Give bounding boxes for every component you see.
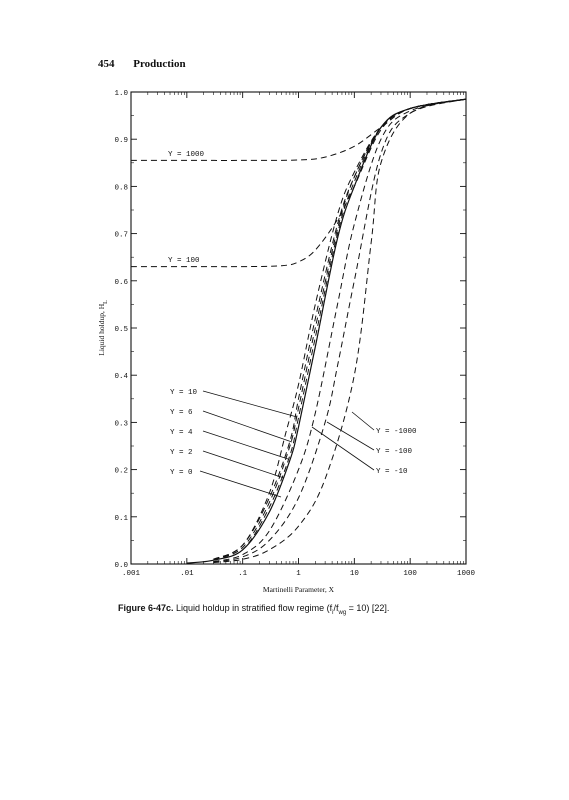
curve-y-1000 (213, 98, 467, 564)
figure-caption: Figure 6-47c. Liquid holdup in stratifie… (118, 603, 390, 616)
curve-y100 (130, 98, 467, 268)
y-tick-label: 0.6 (114, 279, 128, 287)
plot-border (130, 91, 467, 565)
leader-line-y0 (199, 470, 282, 498)
x-tick-label: 10 (350, 570, 360, 578)
curve-label-y4: Y = 4 (170, 429, 193, 437)
y-tick-label: 0.8 (114, 184, 128, 192)
leader-line-y10 (202, 390, 298, 418)
leader-line-y4 (202, 430, 289, 460)
curve-label-y-100: Y = -100 (376, 448, 413, 456)
curve-y2 (213, 98, 467, 560)
curve-label-y6: Y = 6 (170, 409, 193, 417)
curve-y6 (213, 98, 467, 560)
curves (130, 98, 467, 564)
x-axis-title: Martinelli Parameter, X (263, 585, 335, 594)
curve-y1000 (131, 98, 467, 161)
curve-label-y-1000: Y = -1000 (376, 428, 417, 436)
curve-y4 (213, 98, 467, 560)
curve-label-y10: Y = 10 (170, 389, 198, 397)
y-axis-title: Liquid holdup, HL (97, 300, 109, 356)
curve-y10 (213, 98, 467, 560)
leader-line-y-10 (311, 426, 375, 471)
curve-label-y0: Y = 0 (170, 469, 193, 477)
curve-label-y2: Y = 2 (170, 449, 193, 457)
figure-label: Figure 6-47c. (118, 603, 174, 613)
y-tick-label: 0.4 (114, 373, 128, 381)
page-header: 454 Production (98, 58, 186, 70)
plot-frame (130, 91, 467, 565)
running-title: Production (133, 58, 186, 70)
leader-line-y2 (202, 450, 285, 479)
y-tick-label: 0.2 (114, 468, 128, 476)
leader-line-y6 (202, 410, 293, 443)
curve-label-y100: Y = 100 (168, 257, 200, 265)
x-tick-label: .001 (122, 570, 141, 578)
curve-label-y-10: Y = -10 (376, 468, 408, 476)
y-tick-label: 0.7 (114, 232, 128, 240)
y-tick-label: 1.0 (114, 90, 128, 98)
curve-y-10 (213, 98, 467, 563)
x-tick-label: .1 (238, 570, 248, 578)
x-tick-label: .01 (180, 570, 194, 578)
leader-line-y-1000 (351, 411, 375, 431)
y-tick-label: 0.1 (114, 515, 128, 523)
y-tick-label: 0.9 (114, 137, 128, 145)
axis-ticks: .001 .01 .1 1 10 100 1000 0.0 0.1 0.2 0.3 0.4 0.5 0.6… (114, 90, 475, 578)
curve-labels: Y = 1000 Y = 100 Y = 10 Y = 6 Y = 4 Y = 2 Y = … (168, 151, 417, 498)
y-tick-label: 0.0 (114, 562, 128, 570)
curve-label-y1000: Y = 1000 (168, 151, 205, 159)
x-tick-label: 1 (296, 570, 301, 578)
x-tick-label: 100 (403, 570, 417, 578)
curve-y0 (186, 98, 467, 564)
y-tick-label: 0.3 (114, 420, 128, 428)
x-tick-label: 1000 (457, 570, 476, 578)
leader-line-y-100 (326, 421, 375, 451)
curve-y-100 (213, 98, 467, 563)
page-number: 454 (98, 58, 115, 70)
y-tick-label: 0.5 (114, 326, 128, 334)
